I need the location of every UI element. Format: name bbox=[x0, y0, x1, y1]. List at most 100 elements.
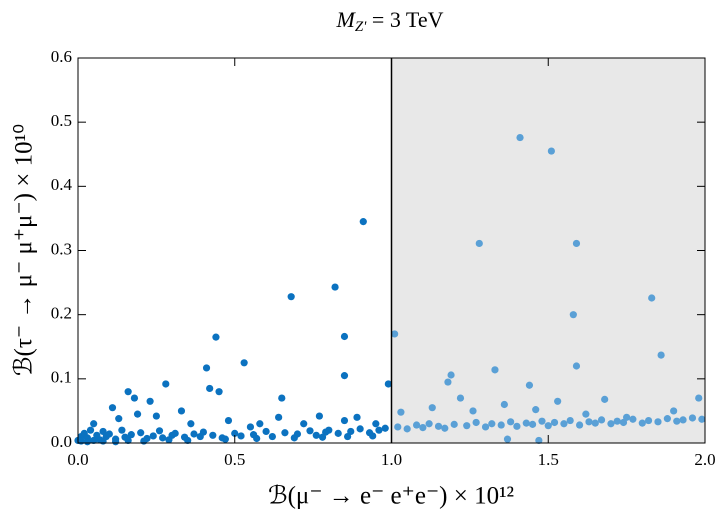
data-point bbox=[491, 366, 499, 374]
data-point bbox=[456, 394, 465, 402]
x-tick-label: 2.0 bbox=[694, 450, 715, 469]
data-point bbox=[212, 333, 220, 341]
data-point bbox=[441, 424, 449, 432]
data-point bbox=[381, 424, 389, 432]
data-point bbox=[133, 410, 142, 418]
data-point bbox=[688, 414, 697, 422]
x-tick-label: 0.5 bbox=[224, 450, 245, 469]
data-point bbox=[221, 435, 229, 443]
data-point bbox=[428, 404, 436, 412]
x-tick-label: 1.0 bbox=[381, 450, 402, 469]
data-point bbox=[155, 427, 164, 435]
data-point bbox=[86, 426, 95, 434]
data-point bbox=[500, 400, 508, 409]
y-tick-label: 0.1 bbox=[51, 368, 72, 387]
data-point bbox=[582, 410, 590, 418]
data-point bbox=[544, 422, 552, 430]
data-point bbox=[525, 381, 534, 389]
title-rest: = 3 TeV bbox=[366, 7, 443, 32]
data-point bbox=[698, 415, 706, 423]
data-point bbox=[576, 421, 584, 429]
data-point bbox=[246, 423, 255, 431]
data-point bbox=[619, 418, 628, 427]
data-point bbox=[187, 420, 195, 428]
data-point bbox=[613, 417, 621, 425]
data-point bbox=[572, 362, 581, 370]
data-point bbox=[560, 420, 568, 428]
y-tick-label: 0.4 bbox=[51, 175, 73, 194]
x-axis-label: ℬ(μ⁻ → e⁻ e⁺e⁻) × 10¹² bbox=[268, 483, 514, 510]
data-point bbox=[290, 434, 298, 442]
data-point bbox=[137, 429, 145, 437]
data-point bbox=[115, 415, 123, 423]
data-point bbox=[209, 431, 217, 439]
x-tick-label: 1.5 bbox=[538, 450, 559, 469]
y-tick-label: 0.3 bbox=[51, 239, 72, 258]
data-point bbox=[340, 416, 349, 425]
data-point bbox=[444, 378, 452, 386]
data-point bbox=[654, 418, 662, 426]
data-point bbox=[538, 417, 546, 425]
data-point bbox=[359, 218, 367, 226]
data-point bbox=[629, 415, 637, 423]
data-point bbox=[638, 419, 646, 427]
data-point bbox=[253, 434, 261, 443]
data-point bbox=[597, 416, 606, 424]
data-point bbox=[162, 380, 170, 388]
data-point bbox=[516, 133, 524, 142]
data-point bbox=[481, 423, 490, 431]
data-point bbox=[419, 424, 427, 432]
data-point bbox=[224, 416, 233, 425]
data-point bbox=[318, 433, 327, 441]
data-point bbox=[171, 429, 179, 437]
data-point bbox=[202, 364, 211, 372]
data-point bbox=[670, 407, 678, 415]
data-point bbox=[607, 420, 615, 428]
data-point bbox=[644, 416, 653, 425]
data-point bbox=[275, 413, 283, 421]
data-point bbox=[184, 436, 192, 445]
data-point bbox=[306, 427, 314, 435]
data-point bbox=[331, 283, 339, 291]
data-point bbox=[262, 427, 270, 436]
data-point bbox=[124, 388, 132, 396]
data-point bbox=[83, 438, 92, 446]
data-point bbox=[375, 426, 383, 434]
y-axis-label: ℬ(τ⁻ → μ⁻ μ⁺μ⁻) × 10¹⁰ bbox=[11, 124, 38, 376]
data-point bbox=[391, 330, 399, 338]
data-point bbox=[237, 432, 245, 440]
data-point bbox=[497, 421, 505, 429]
data-point bbox=[312, 431, 320, 439]
data-point bbox=[463, 422, 471, 430]
data-point bbox=[566, 416, 574, 425]
data-point bbox=[554, 397, 562, 405]
data-point bbox=[397, 408, 405, 416]
data-point bbox=[403, 425, 411, 433]
data-point bbox=[535, 436, 543, 445]
data-point bbox=[572, 239, 581, 248]
data-point bbox=[447, 371, 455, 379]
data-point bbox=[569, 311, 577, 319]
data-point bbox=[475, 239, 483, 248]
data-point bbox=[118, 426, 126, 434]
data-point bbox=[90, 420, 98, 428]
data-point bbox=[528, 420, 537, 428]
data-point bbox=[673, 417, 681, 425]
data-point bbox=[394, 423, 402, 431]
data-point bbox=[356, 425, 364, 433]
shaded-region bbox=[391, 58, 705, 443]
y-tick-label: 0.6 bbox=[51, 47, 72, 66]
data-point bbox=[177, 407, 186, 415]
data-point bbox=[488, 420, 496, 428]
data-point bbox=[140, 437, 148, 445]
data-point bbox=[99, 437, 107, 445]
data-point bbox=[315, 412, 323, 420]
data-point bbox=[268, 432, 276, 441]
data-point bbox=[199, 428, 207, 436]
data-point bbox=[130, 394, 139, 402]
data-point bbox=[372, 420, 380, 428]
data-point bbox=[90, 436, 98, 445]
data-point bbox=[300, 420, 308, 428]
data-point bbox=[105, 430, 113, 438]
